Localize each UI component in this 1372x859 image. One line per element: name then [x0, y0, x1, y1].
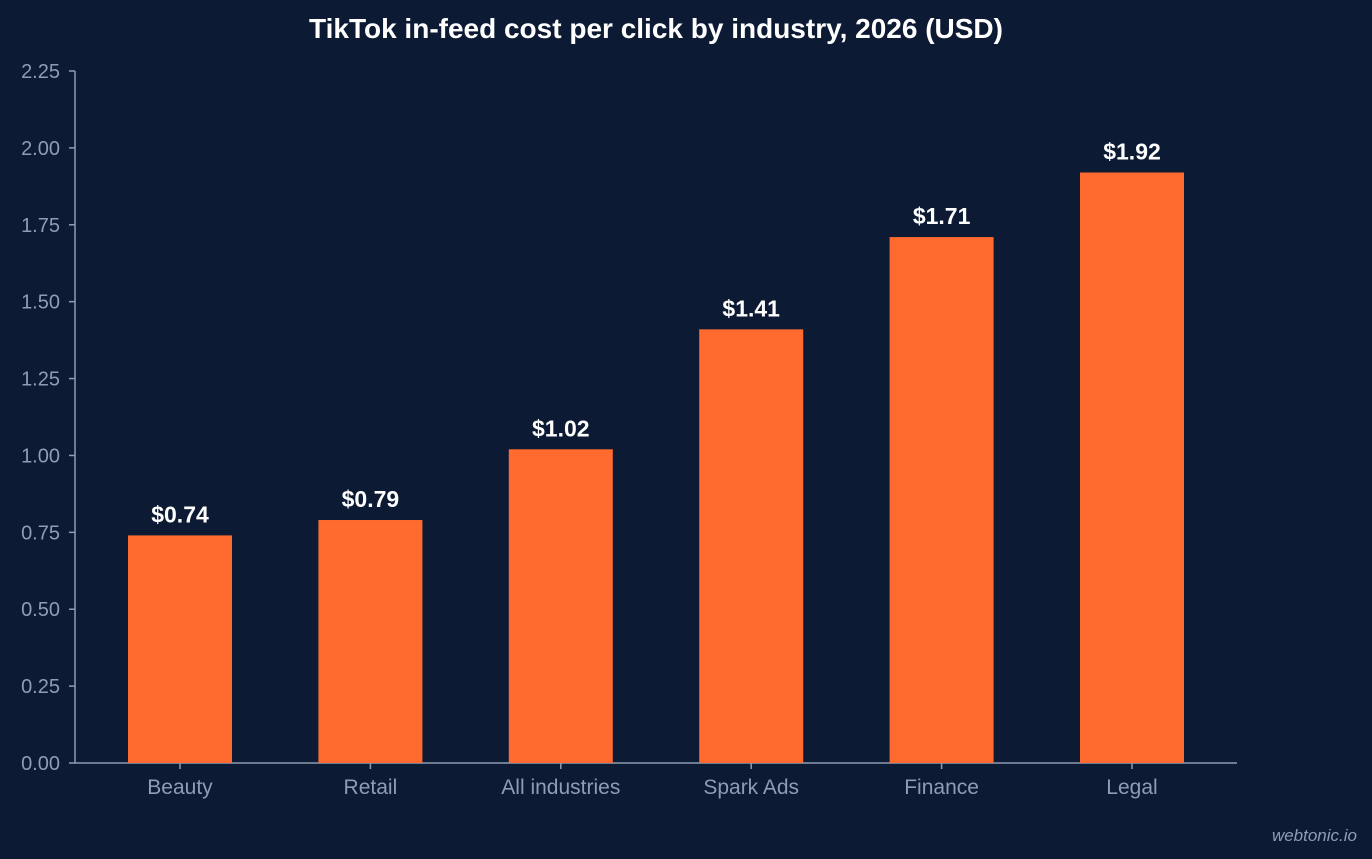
- bar: [1080, 172, 1184, 763]
- y-tick-label: 1.25: [21, 369, 60, 391]
- y-tick-label: 0.75: [21, 522, 60, 544]
- y-tick-label: 0.50: [21, 599, 60, 621]
- bar: [889, 237, 994, 763]
- bar: [699, 329, 804, 763]
- x-tick-label: Legal: [1106, 776, 1157, 799]
- bar-value-label: $1.92: [1103, 138, 1161, 164]
- y-tick-label: 1.50: [21, 292, 60, 314]
- x-tick-label: Spark Ads: [703, 776, 799, 799]
- y-tick-label: 0.25: [21, 676, 60, 698]
- bar-value-label: $1.41: [722, 295, 780, 321]
- bar-value-label: $1.71: [913, 203, 971, 229]
- bar: [318, 520, 423, 763]
- x-tick-label: All industries: [501, 776, 620, 799]
- bar-value-label: $0.74: [151, 501, 209, 527]
- y-tick-label: 1.00: [21, 445, 60, 467]
- bar: [128, 535, 232, 763]
- chart-title: TikTok in-feed cost per click by industr…: [309, 13, 1003, 44]
- y-tick-label: 2.00: [21, 138, 60, 160]
- x-axis: Beauty Retail All industries Spark Ads Finan…: [75, 762, 1237, 799]
- x-tick-label: Finance: [904, 776, 979, 799]
- bar: [508, 449, 613, 763]
- x-tick-label: Beauty: [147, 776, 213, 799]
- value-labels: $0.74 $0.79 $1.02 $1.41 $1.71 $1.92: [151, 138, 1161, 527]
- y-axis: 0.00 0.25 0.50 0.75 1.00 1.25 1.50 1.75 2.00 2.25: [21, 61, 76, 775]
- bars: [128, 172, 1184, 763]
- bar-value-label: $1.02: [532, 415, 590, 441]
- y-tick-label: 2.25: [21, 61, 60, 83]
- x-tick-label: Retail: [344, 776, 398, 799]
- watermark: webtonic.io: [1272, 826, 1357, 845]
- y-tick-label: 1.75: [21, 215, 60, 237]
- y-tick-label: 0.00: [21, 753, 60, 775]
- bar-value-label: $0.79: [342, 486, 400, 512]
